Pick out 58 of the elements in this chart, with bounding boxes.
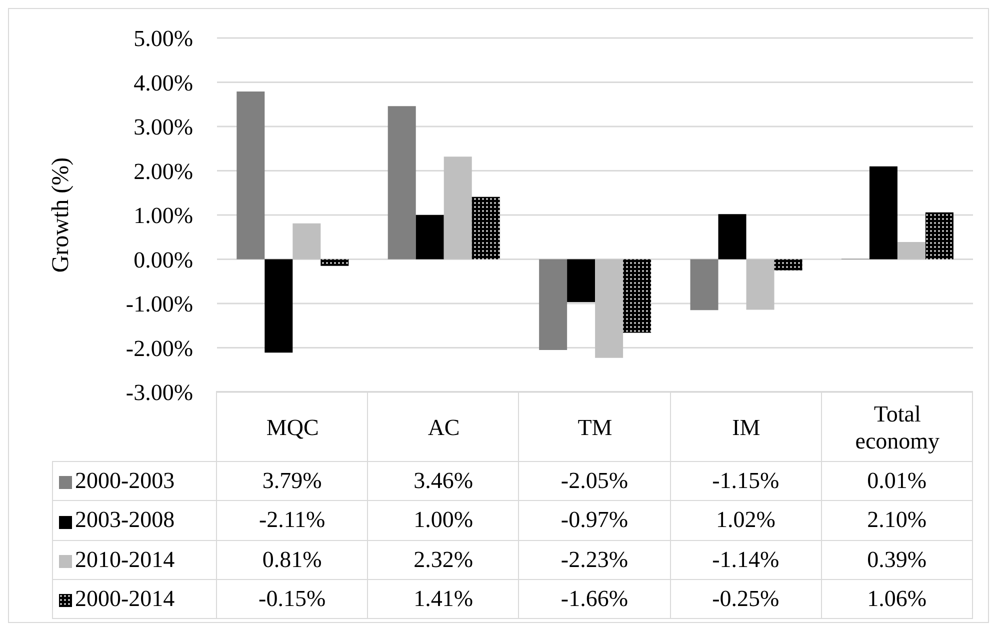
- bar: [264, 259, 293, 353]
- data-label: -1.14%: [670, 540, 822, 580]
- x-tick-label: AC: [428, 414, 460, 440]
- bar: [444, 156, 472, 260]
- bar: [388, 106, 416, 260]
- data-label: 0.39%: [821, 540, 972, 580]
- bar: [869, 166, 898, 260]
- y-tick-label: 5.00%: [134, 26, 193, 52]
- bar: [236, 92, 265, 260]
- data-label: 1.06%: [821, 579, 972, 619]
- x-tick-label: Total economy: [855, 401, 940, 453]
- data-label: -1.15%: [670, 462, 822, 501]
- bar: [416, 215, 444, 260]
- y-tick-label: 2.00%: [134, 158, 193, 184]
- data-label: 2.10%: [821, 500, 972, 540]
- legend-label: 2000-2014: [52, 579, 216, 619]
- bar: [623, 259, 652, 333]
- data-label: 3.46%: [368, 462, 519, 501]
- bar: [292, 223, 321, 260]
- bar: [718, 214, 746, 260]
- data-label: 1.02%: [670, 500, 822, 540]
- data-label: -2.11%: [216, 500, 368, 540]
- x-tick-label: IM: [732, 414, 760, 440]
- bar: [690, 259, 718, 310]
- y-tick-label: 3.00%: [134, 114, 193, 140]
- y-tick-label: 0.00%: [134, 247, 193, 272]
- data-label: 0.81%: [216, 540, 368, 580]
- bar: [897, 242, 926, 260]
- bar: [925, 212, 954, 260]
- y-tick-label: 1.00%: [134, 203, 193, 228]
- data-label: 0.01%: [821, 462, 972, 501]
- y-tick-label: 4.00%: [134, 70, 193, 96]
- bar: [472, 196, 500, 260]
- y-axis-title: Growth (%): [48, 157, 74, 273]
- data-label: -2.23%: [518, 540, 670, 580]
- data-label: -2.05%: [518, 462, 670, 501]
- bar: [595, 259, 624, 358]
- bar: [567, 259, 596, 302]
- y-tick-label: -1.00%: [126, 292, 193, 317]
- legend-label: 2000-2003: [52, 462, 216, 501]
- legend-label: 2010-2014: [52, 540, 216, 580]
- data-label: 1.00%: [368, 500, 519, 540]
- data-label: 2.32%: [368, 540, 519, 580]
- legend-label: 2003-2008: [52, 500, 216, 540]
- x-tick-label: MQC: [266, 414, 319, 440]
- data-label: -0.25%: [670, 579, 822, 619]
- data-label: -0.97%: [518, 500, 670, 540]
- data-label: 1.41%: [368, 579, 519, 619]
- bar: [746, 259, 774, 310]
- y-tick-label: -3.00%: [126, 380, 193, 406]
- bar: [320, 259, 349, 266]
- data-label: 3.79%: [216, 462, 368, 501]
- data-label: -0.15%: [216, 579, 368, 619]
- x-tick-label: TM: [578, 414, 612, 440]
- bar: [539, 259, 568, 350]
- y-tick-label: -2.00%: [126, 336, 193, 361]
- bar: [774, 259, 802, 270]
- data-label: -1.66%: [518, 579, 670, 619]
